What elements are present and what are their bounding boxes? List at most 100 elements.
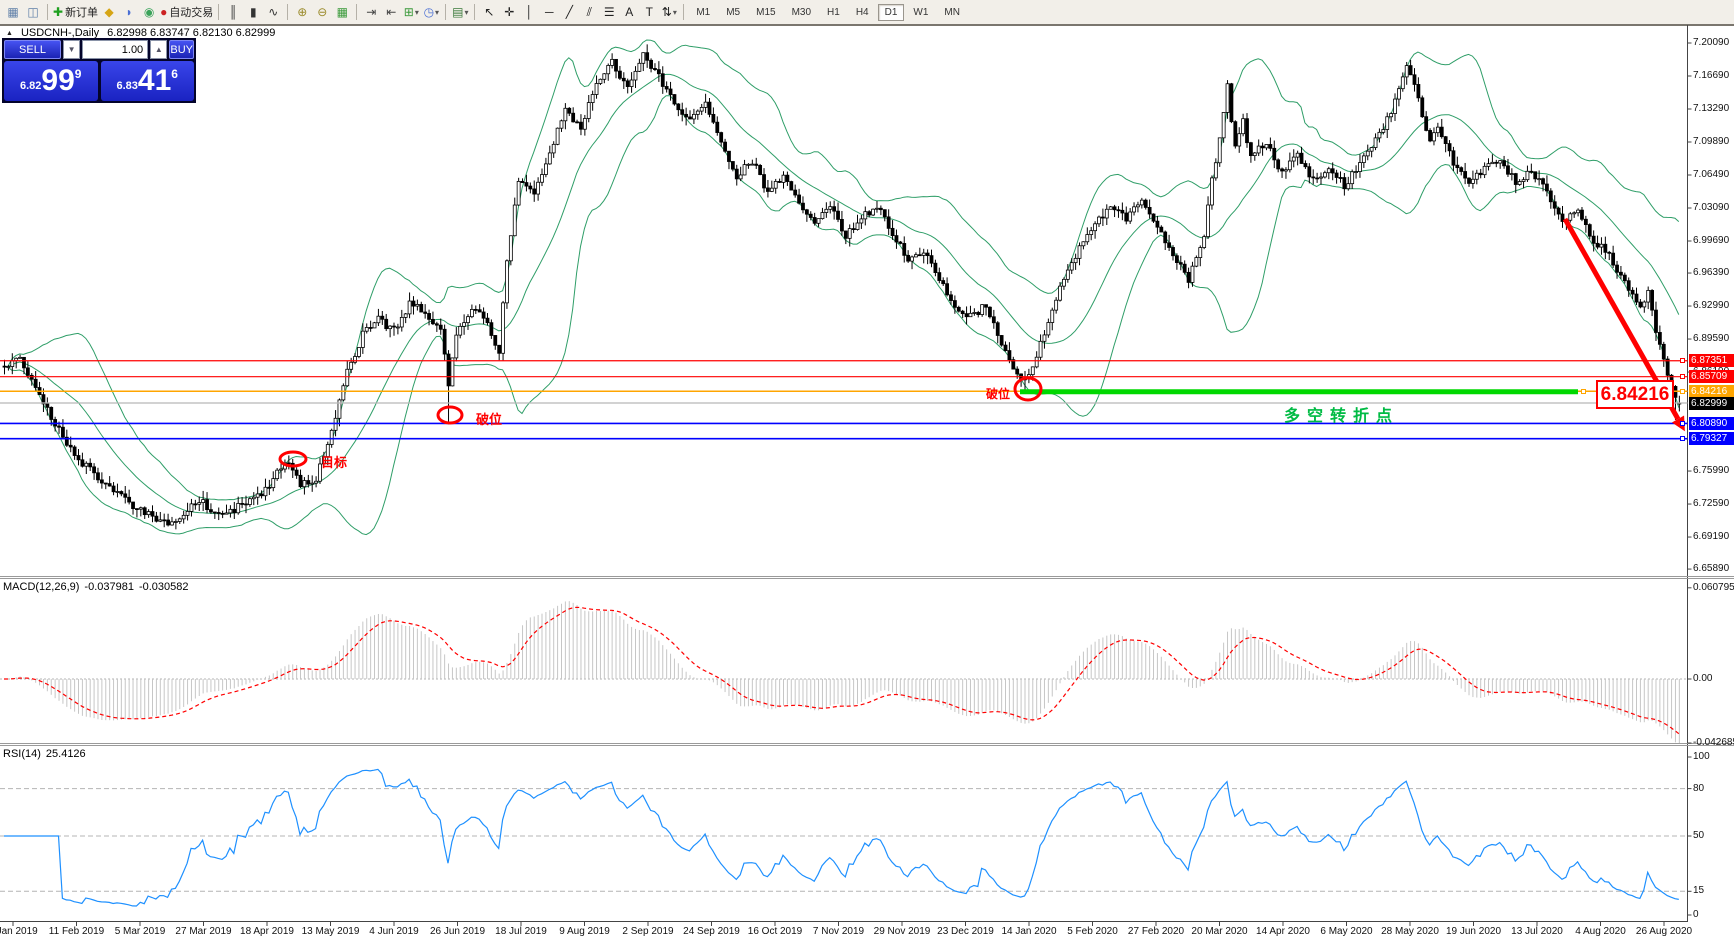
date-label: 16 Oct 2019 <box>747 926 803 937</box>
bar-chart-icon[interactable]: ║ <box>229 5 238 19</box>
volume-input[interactable] <box>82 40 149 59</box>
arrows-icon[interactable]: ⇅ ▾ <box>661 5 677 19</box>
date-label: 5 Mar 2019 <box>114 926 166 937</box>
line-handle[interactable] <box>1680 436 1685 442</box>
price-badge-6.80890: 6.80890 <box>1689 416 1734 430</box>
pivot-annotation[interactable]: 多空转折点 <box>1284 408 1400 425</box>
timeframe-m15[interactable]: M15 <box>756 6 776 18</box>
date-label: 18 Jul 2019 <box>495 926 547 937</box>
target-annotation[interactable]: 目标 <box>321 455 348 470</box>
macd-label-row: MACD(12,26,9) -0.037981 -0.030582 <box>3 581 189 593</box>
line-handle[interactable] <box>1680 388 1685 394</box>
date-label: 14 Jan 2020 <box>1001 926 1057 937</box>
green-line-handle[interactable] <box>1581 388 1586 394</box>
toolbar: ▦ ◫ ✚ 新订单 ◆ ◗ ◉ ● 自动交易 ║ ▮ ∿ ⊕ ⊖ ▦ ⇥ ⇤ ⊞ ▾ ◷ ▾ ▤ ▾ ↖ ✛ │ ─ ╱ ⫽ ☰ A T ⇅ ▾ M… <box>0 0 1734 25</box>
fibonacci-icon[interactable]: ☰ <box>603 5 615 19</box>
sell-price-prefix: 6.82 <box>20 80 42 92</box>
volume-up-button[interactable]: ▲ <box>150 40 168 59</box>
toolbar-separator <box>683 4 685 20</box>
sell-price-box[interactable]: 6.82 99 9 <box>4 61 98 101</box>
text-label-icon[interactable]: T <box>645 5 653 19</box>
price-axis-label: 6.65890 <box>1693 563 1730 575</box>
toolbar-separator <box>287 4 289 20</box>
rsi-label-row: RSI(14) 25.4126 <box>3 748 86 760</box>
timeframe-h4[interactable]: H4 <box>855 6 869 18</box>
collapse-panel-icon[interactable]: ▲ <box>6 29 13 37</box>
sell-price-main: 99 <box>41 64 75 97</box>
sell-button[interactable]: SELL <box>4 40 62 59</box>
indicator-window-icon[interactable]: ▤ ▾ <box>452 5 469 19</box>
date-label: 11 Feb 2019 <box>48 926 105 937</box>
new-chart-icon[interactable]: ▦ <box>7 5 19 19</box>
period-clock-icon[interactable]: ◷ ▾ <box>423 5 440 19</box>
macd-axis-label: -0.042685 <box>1693 737 1734 749</box>
price-badge-6.82999: 6.82999 <box>1689 396 1734 410</box>
buy-price-box[interactable]: 6.83 41 6 <box>100 61 194 101</box>
line-handle[interactable] <box>1680 420 1685 426</box>
date-label: 5 Feb 2020 <box>1067 926 1118 937</box>
profiles-icon[interactable]: ◫ <box>27 5 39 19</box>
volume-down-button[interactable]: ▼ <box>63 40 81 59</box>
break-circle-2[interactable] <box>1013 376 1043 402</box>
rsi-label: RSI(14) <box>3 748 41 760</box>
date-label: 4 Aug 2020 <box>1575 926 1626 937</box>
rsi-axis-label: 80 <box>1693 782 1705 794</box>
price-badge-6.79327: 6.79327 <box>1689 432 1734 446</box>
sell-price-sup: 9 <box>74 67 82 81</box>
timeframe-m5[interactable]: M5 <box>726 6 741 18</box>
date-label: 24 Sep 2019 <box>683 926 740 937</box>
target-circle[interactable] <box>278 450 308 468</box>
break-annotation-2[interactable]: 破位 <box>986 387 1011 401</box>
mail-icon[interactable]: ◗ <box>125 5 133 19</box>
price-axis-label: 6.75990 <box>1693 465 1730 477</box>
date-label: 28 May 2020 <box>1381 926 1439 937</box>
horizontal-line-icon[interactable]: ─ <box>545 5 554 19</box>
styles-bucket-icon[interactable]: ◆ <box>104 5 114 19</box>
break-circle-1[interactable] <box>436 405 464 425</box>
candlestick-chart-icon[interactable]: ▮ <box>250 5 257 19</box>
vertical-line-icon[interactable]: │ <box>525 5 534 19</box>
timeframe-d1[interactable]: D1 <box>877 3 905 21</box>
date-label: 27 Mar 2019 <box>175 926 232 937</box>
price-axis-label: 7.03090 <box>1693 202 1730 213</box>
timeframe-m30[interactable]: M30 <box>791 6 812 18</box>
price-badge-6.85709: 6.85709 <box>1689 370 1734 384</box>
date-label: 26 Jun 2019 <box>429 926 486 937</box>
date-label: 20 Mar 2020 <box>1191 926 1248 937</box>
line-chart-icon[interactable]: ∿ <box>268 5 279 19</box>
cursor-icon[interactable]: ↖ <box>484 5 495 19</box>
chart-title-row: ▲ USDCNH-,Daily 6.82998 6.83747 6.82130 … <box>6 27 275 39</box>
main-chart-layer <box>2 39 1682 536</box>
new-order-button[interactable]: ✚ 新订单 <box>53 5 99 19</box>
line-handle[interactable] <box>1680 374 1685 380</box>
timeframe-w1[interactable]: W1 <box>913 6 929 18</box>
timeframe-mn[interactable]: MN <box>944 6 960 18</box>
line-handle[interactable] <box>1680 358 1685 364</box>
price-axis-label: 6.69190 <box>1693 531 1730 543</box>
break-annotation-1[interactable]: 破位 <box>476 412 503 427</box>
toolbar-separator <box>445 4 447 20</box>
add-indicator-icon[interactable]: ⊞ ▾ <box>403 5 419 19</box>
buy-price-prefix: 6.83 <box>116 80 138 92</box>
zoom-in-icon[interactable]: ⊕ <box>297 5 308 19</box>
equidistant-channel-icon[interactable]: ⫽ <box>586 4 592 19</box>
trendline-icon[interactable]: ╱ <box>565 5 573 19</box>
price-axis-label: 7.13290 <box>1693 103 1730 114</box>
timeframe-m1[interactable]: M1 <box>696 6 711 18</box>
timeframe-h1[interactable]: H1 <box>827 6 840 18</box>
signals-icon[interactable]: ◉ <box>143 5 155 19</box>
auto-scroll-icon[interactable]: ⇥ <box>366 5 377 19</box>
chart-shift-icon[interactable]: ⇤ <box>386 5 397 19</box>
buy-button[interactable]: BUY <box>169 40 194 59</box>
symbol-period-label: USDCNH-,Daily <box>20 27 100 39</box>
macd-label: MACD(12,26,9) <box>3 581 80 593</box>
text-icon[interactable]: A <box>625 5 634 19</box>
autotrading-button[interactable]: ● 自动交易 <box>160 5 214 19</box>
crosshair-icon[interactable]: ✛ <box>504 5 515 19</box>
macd-signal-value: -0.030582 <box>138 581 189 593</box>
tile-windows-icon[interactable]: ▦ <box>336 5 348 19</box>
level-price-box[interactable]: 6.84216 <box>1596 380 1674 409</box>
date-label: 19 Jun 2020 <box>1445 926 1502 937</box>
zoom-out-icon[interactable]: ⊖ <box>317 5 328 19</box>
